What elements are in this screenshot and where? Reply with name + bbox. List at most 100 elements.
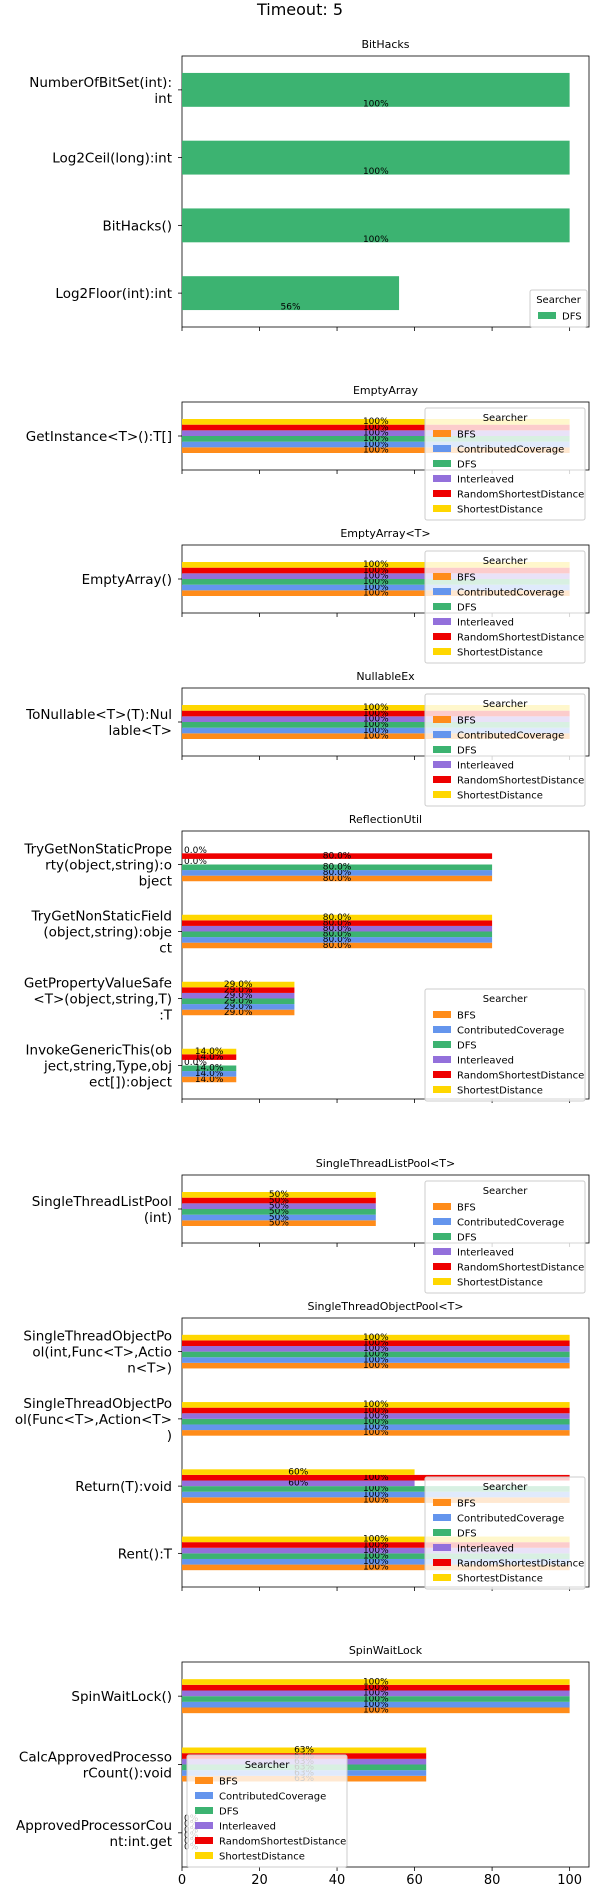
data-label: 50% — [269, 1213, 289, 1223]
data-label: 100% — [363, 566, 389, 576]
bar-randomshortestdistance — [182, 1340, 570, 1347]
data-label: 100% — [363, 1563, 389, 1573]
legend-swatch — [433, 1574, 451, 1581]
legend-box — [424, 988, 586, 1102]
bar-randomshortestdistance — [182, 853, 493, 859]
bar-contributedcoverage — [182, 1558, 570, 1565]
legend-swatch — [433, 1529, 451, 1536]
data-label: 100% — [363, 1683, 389, 1693]
data-label: 100% — [363, 1700, 389, 1710]
data-label: 100% — [363, 715, 389, 725]
category-label: SingleThreadObjectPo — [23, 1329, 172, 1345]
legend-title: Searcher — [483, 556, 529, 567]
legend-swatch — [433, 1263, 451, 1270]
bar-randomshortestdistance — [182, 1542, 570, 1548]
data-label: 14.0% — [195, 1064, 224, 1074]
category-label: (object,string):obje — [43, 925, 172, 941]
data-label: 100% — [363, 1484, 389, 1494]
bar-contributedcoverage — [182, 1214, 376, 1221]
legend-swatch — [433, 1011, 451, 1018]
bar-dfs — [182, 208, 570, 243]
category-label: SpinWaitLock() — [71, 1689, 172, 1705]
legend-swatch — [433, 445, 451, 452]
legend-item: Interleaved — [457, 1248, 514, 1259]
subplot-title: SingleThreadObjectPool<T> — [307, 1300, 463, 1313]
data-label: 80.0% — [323, 851, 352, 861]
bar-contributedcoverage — [182, 1071, 237, 1077]
axes-frame — [181, 55, 590, 328]
legend-item: RandomShortestDistance — [457, 633, 584, 644]
bar-bfs — [182, 1497, 570, 1503]
data-label: 100% — [363, 1706, 389, 1716]
data-label: 100% — [363, 440, 389, 450]
bar-interleaved — [182, 992, 295, 999]
x-tick-label: 0 — [178, 1873, 186, 1888]
data-label: 100% — [363, 1423, 389, 1433]
data-label: 100% — [363, 709, 389, 719]
legend-swatch — [433, 505, 451, 512]
data-label: 29.0% — [224, 997, 253, 1007]
legend-title: Searcher — [245, 1760, 291, 1771]
subplot-title: SingleThreadListPool<T> — [316, 1157, 455, 1170]
legend-item: ContributedCoverage — [457, 731, 564, 742]
bar-randomshortestdistance — [182, 1684, 570, 1691]
data-label: 80.0% — [323, 930, 352, 940]
legend-item: ContributedCoverage — [457, 588, 564, 599]
legend-box — [424, 1180, 586, 1294]
legend-box — [424, 1476, 586, 1590]
data-label: 60% — [288, 1467, 308, 1477]
data-label: 100% — [363, 446, 389, 456]
bar-shortestdistance — [182, 705, 570, 711]
data-label: 100% — [363, 732, 389, 742]
bar-shortestdistance — [182, 1747, 427, 1754]
bar-dfs — [182, 1418, 570, 1425]
bar-bfs — [182, 1220, 376, 1226]
legend-item: RandomShortestDistance — [219, 1837, 346, 1848]
category-label: ApprovedProcessorCou — [16, 1818, 172, 1834]
data-label: 100% — [363, 1689, 389, 1699]
category-label: NumberOfBitSet(int): — [29, 75, 172, 91]
legend-swatch — [433, 490, 451, 497]
data-label: 100% — [363, 434, 389, 444]
data-label: 100% — [363, 1473, 389, 1483]
bar-shortestdistance — [182, 562, 570, 568]
data-label: 63% — [294, 1746, 314, 1756]
bar-shortestdistance — [182, 1469, 415, 1475]
bar-randomshortestdistance — [182, 1474, 570, 1481]
category-label: InvokeGenericThis(ob — [26, 1043, 172, 1059]
data-label: 100% — [363, 1350, 389, 1360]
legend-swatch — [433, 1514, 451, 1521]
data-label: 14.0% — [195, 1069, 224, 1079]
category-label: TryGetNonStaticField — [30, 909, 172, 925]
legend-swatch — [433, 1203, 451, 1210]
legend-item: RandomShortestDistance — [457, 1559, 584, 1570]
legend-item: RandomShortestDistance — [457, 776, 584, 787]
legend-swatch — [433, 791, 451, 798]
legend-swatch — [433, 618, 451, 625]
data-label: 0.0% — [184, 857, 207, 867]
bar-contributedcoverage — [182, 441, 570, 448]
legend-title: Searcher — [483, 413, 529, 424]
data-label: 80.0% — [323, 924, 352, 934]
data-label: 14.0% — [195, 1052, 224, 1062]
x-tick-label: 60 — [406, 1873, 423, 1888]
legend-swatch — [433, 1499, 451, 1506]
bar-shortestdistance — [182, 1536, 570, 1543]
bar-bfs — [182, 590, 570, 596]
bar-bfs — [182, 1707, 570, 1714]
subplot-title: EmptyArray<T> — [340, 527, 430, 540]
data-label: 100% — [363, 99, 389, 109]
category-label: nt:int.get — [110, 1834, 172, 1850]
bar-shortestdistance — [182, 1402, 570, 1408]
legend-title: Searcher — [483, 994, 529, 1005]
bar-shortestdistance — [182, 981, 295, 988]
bar-interleaved — [182, 1547, 570, 1554]
data-label: 80.0% — [323, 863, 352, 873]
bar-contributedcoverage — [182, 1004, 295, 1010]
bar-interleaved — [182, 1346, 570, 1352]
legend-swatch — [195, 1777, 213, 1784]
bar-randomshortestdistance — [182, 567, 570, 574]
legend-swatch — [433, 776, 451, 783]
data-label: 0.0% — [184, 1058, 207, 1068]
legend-swatch — [433, 573, 451, 580]
